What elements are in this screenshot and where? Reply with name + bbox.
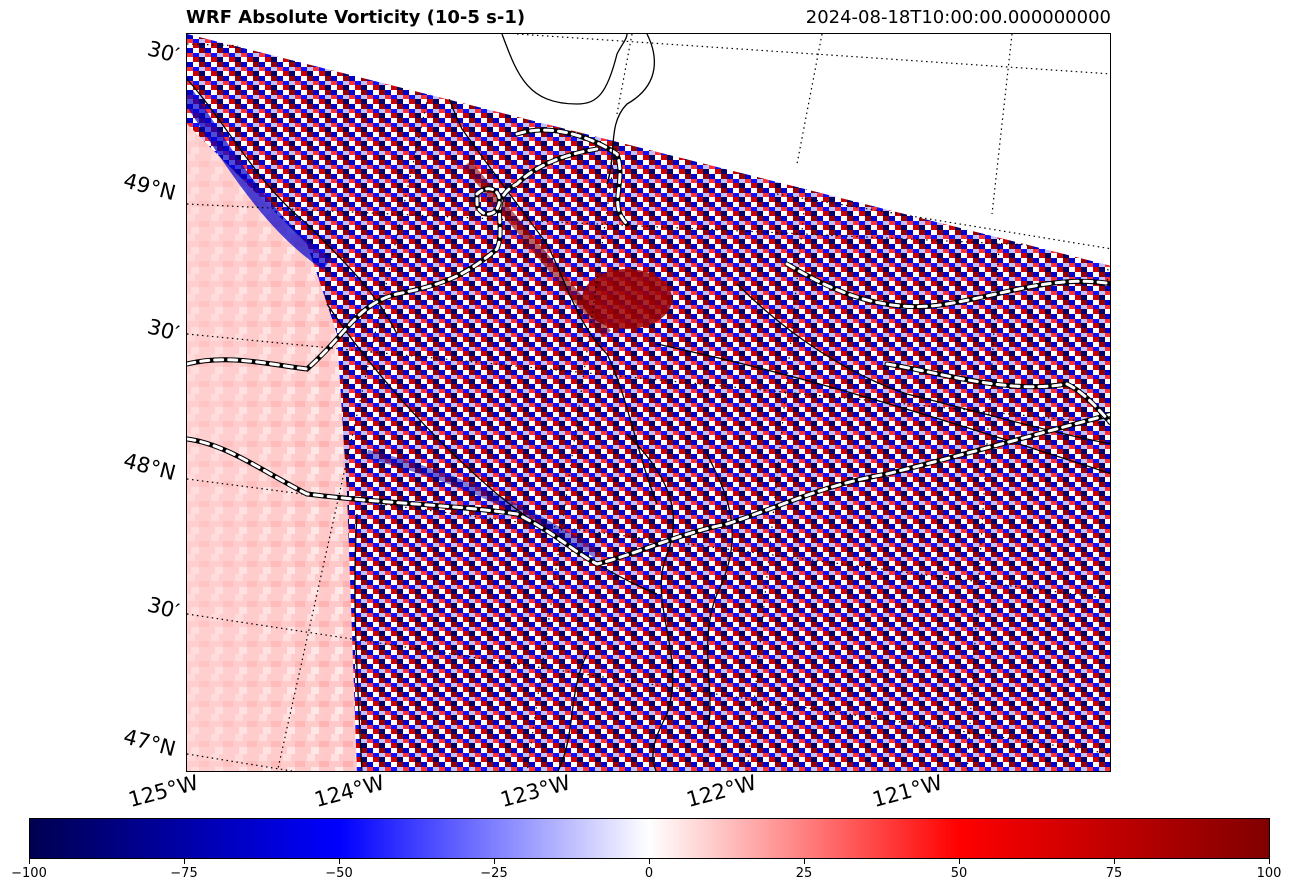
contours bbox=[187, 127, 1110, 567]
lat-label: 48°N bbox=[120, 448, 179, 486]
lon-label: 121°W bbox=[869, 770, 945, 812]
colorbar-tick bbox=[29, 859, 30, 864]
lat-label: 49°N bbox=[120, 168, 179, 206]
colorbar-tick bbox=[959, 859, 960, 864]
colorbar-tick-label: 75 bbox=[1105, 866, 1123, 881]
plot-title: WRF Absolute Vorticity (10-5 s-1) bbox=[186, 7, 526, 28]
colorbar-tick-label: −75 bbox=[170, 866, 198, 881]
colorbar-tick-label: 25 bbox=[795, 866, 813, 881]
lat-label: 47°N bbox=[120, 724, 179, 762]
colorbar-tick-label: −25 bbox=[480, 866, 508, 881]
map-canvas bbox=[187, 34, 1110, 771]
colorbar-tick bbox=[1269, 859, 1270, 864]
data-domain bbox=[187, 34, 1110, 771]
lat-label: 30′ bbox=[144, 36, 182, 68]
colorbar-tick bbox=[804, 859, 805, 864]
colorbar-tick-label: −50 bbox=[325, 866, 353, 881]
colorbar-tick bbox=[339, 859, 340, 864]
colorbar-tick bbox=[649, 859, 650, 864]
colorbar-tick bbox=[184, 859, 185, 864]
vorticity-map[interactable] bbox=[186, 33, 1111, 772]
lon-label: 122°W bbox=[683, 770, 759, 812]
colorbar-tick-label: −100 bbox=[11, 866, 47, 881]
colorbar bbox=[29, 818, 1270, 859]
colorbar-tick-label: 0 bbox=[644, 866, 654, 881]
lon-label: 124°W bbox=[311, 770, 387, 812]
lon-label: 123°W bbox=[497, 770, 573, 812]
lat-label: 30′ bbox=[144, 592, 182, 624]
lon-label: 125°W bbox=[125, 770, 201, 812]
plot-timestamp: 2024-08-18T10:00:00.000000000 bbox=[805, 7, 1111, 28]
lat-label: 30′ bbox=[144, 314, 182, 346]
colorbar-tick bbox=[1114, 859, 1115, 864]
colorbar-tick bbox=[494, 859, 495, 864]
no-data-region bbox=[190, 34, 1110, 266]
colorbar-tick-label: 100 bbox=[1256, 866, 1282, 881]
colorbar-tick-label: 50 bbox=[950, 866, 968, 881]
